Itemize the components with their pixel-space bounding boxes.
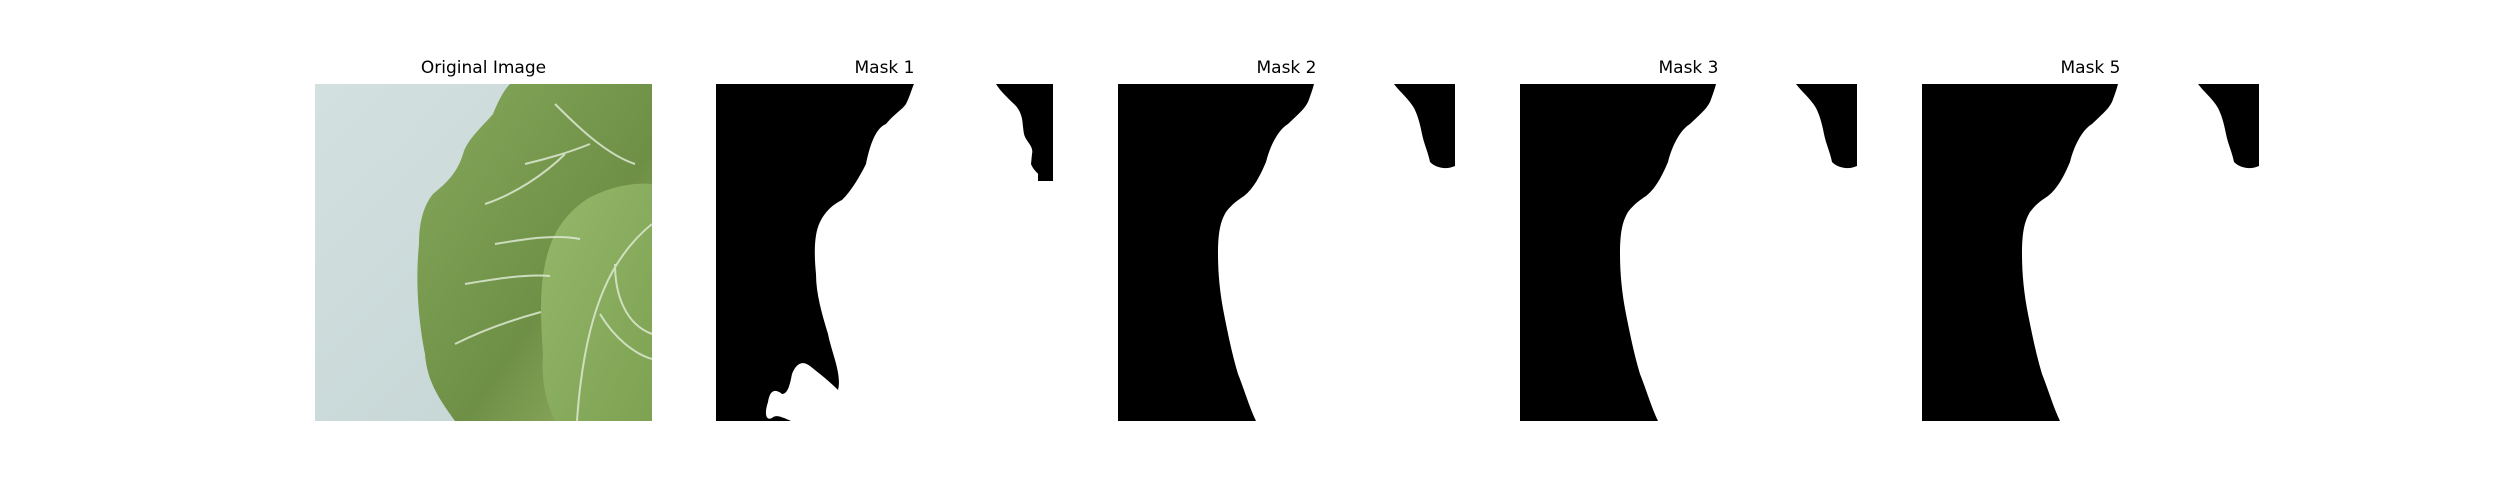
panel-title-mask-1: Mask 1 bbox=[854, 58, 915, 78]
panel-title-mask-5: Mask 5 bbox=[2060, 58, 2121, 78]
mask-foreground bbox=[765, 84, 1053, 421]
mask-notch bbox=[1038, 141, 1053, 181]
mask-2-image bbox=[1118, 84, 1455, 421]
mask-foreground bbox=[1620, 84, 1857, 421]
mask-foreground bbox=[1218, 84, 1455, 421]
mask-3 bbox=[1520, 84, 1857, 421]
mask-1 bbox=[716, 84, 1053, 421]
original-image bbox=[315, 84, 652, 421]
mask-5 bbox=[1922, 84, 2259, 421]
panel-title-mask-3: Mask 3 bbox=[1658, 58, 1719, 78]
leaf-veins bbox=[454, 103, 652, 421]
mask-foreground bbox=[2022, 84, 2259, 421]
leaf-front bbox=[541, 183, 652, 421]
panel-title-mask-2: Mask 2 bbox=[1256, 58, 1317, 78]
leaf-photo bbox=[315, 84, 652, 421]
mask-3-image bbox=[1520, 84, 1857, 421]
mask-1-image bbox=[716, 84, 1053, 421]
mask-5-image bbox=[1922, 84, 2259, 421]
panel-title-original-image: Original Image bbox=[420, 58, 547, 78]
mask-2 bbox=[1118, 84, 1455, 421]
